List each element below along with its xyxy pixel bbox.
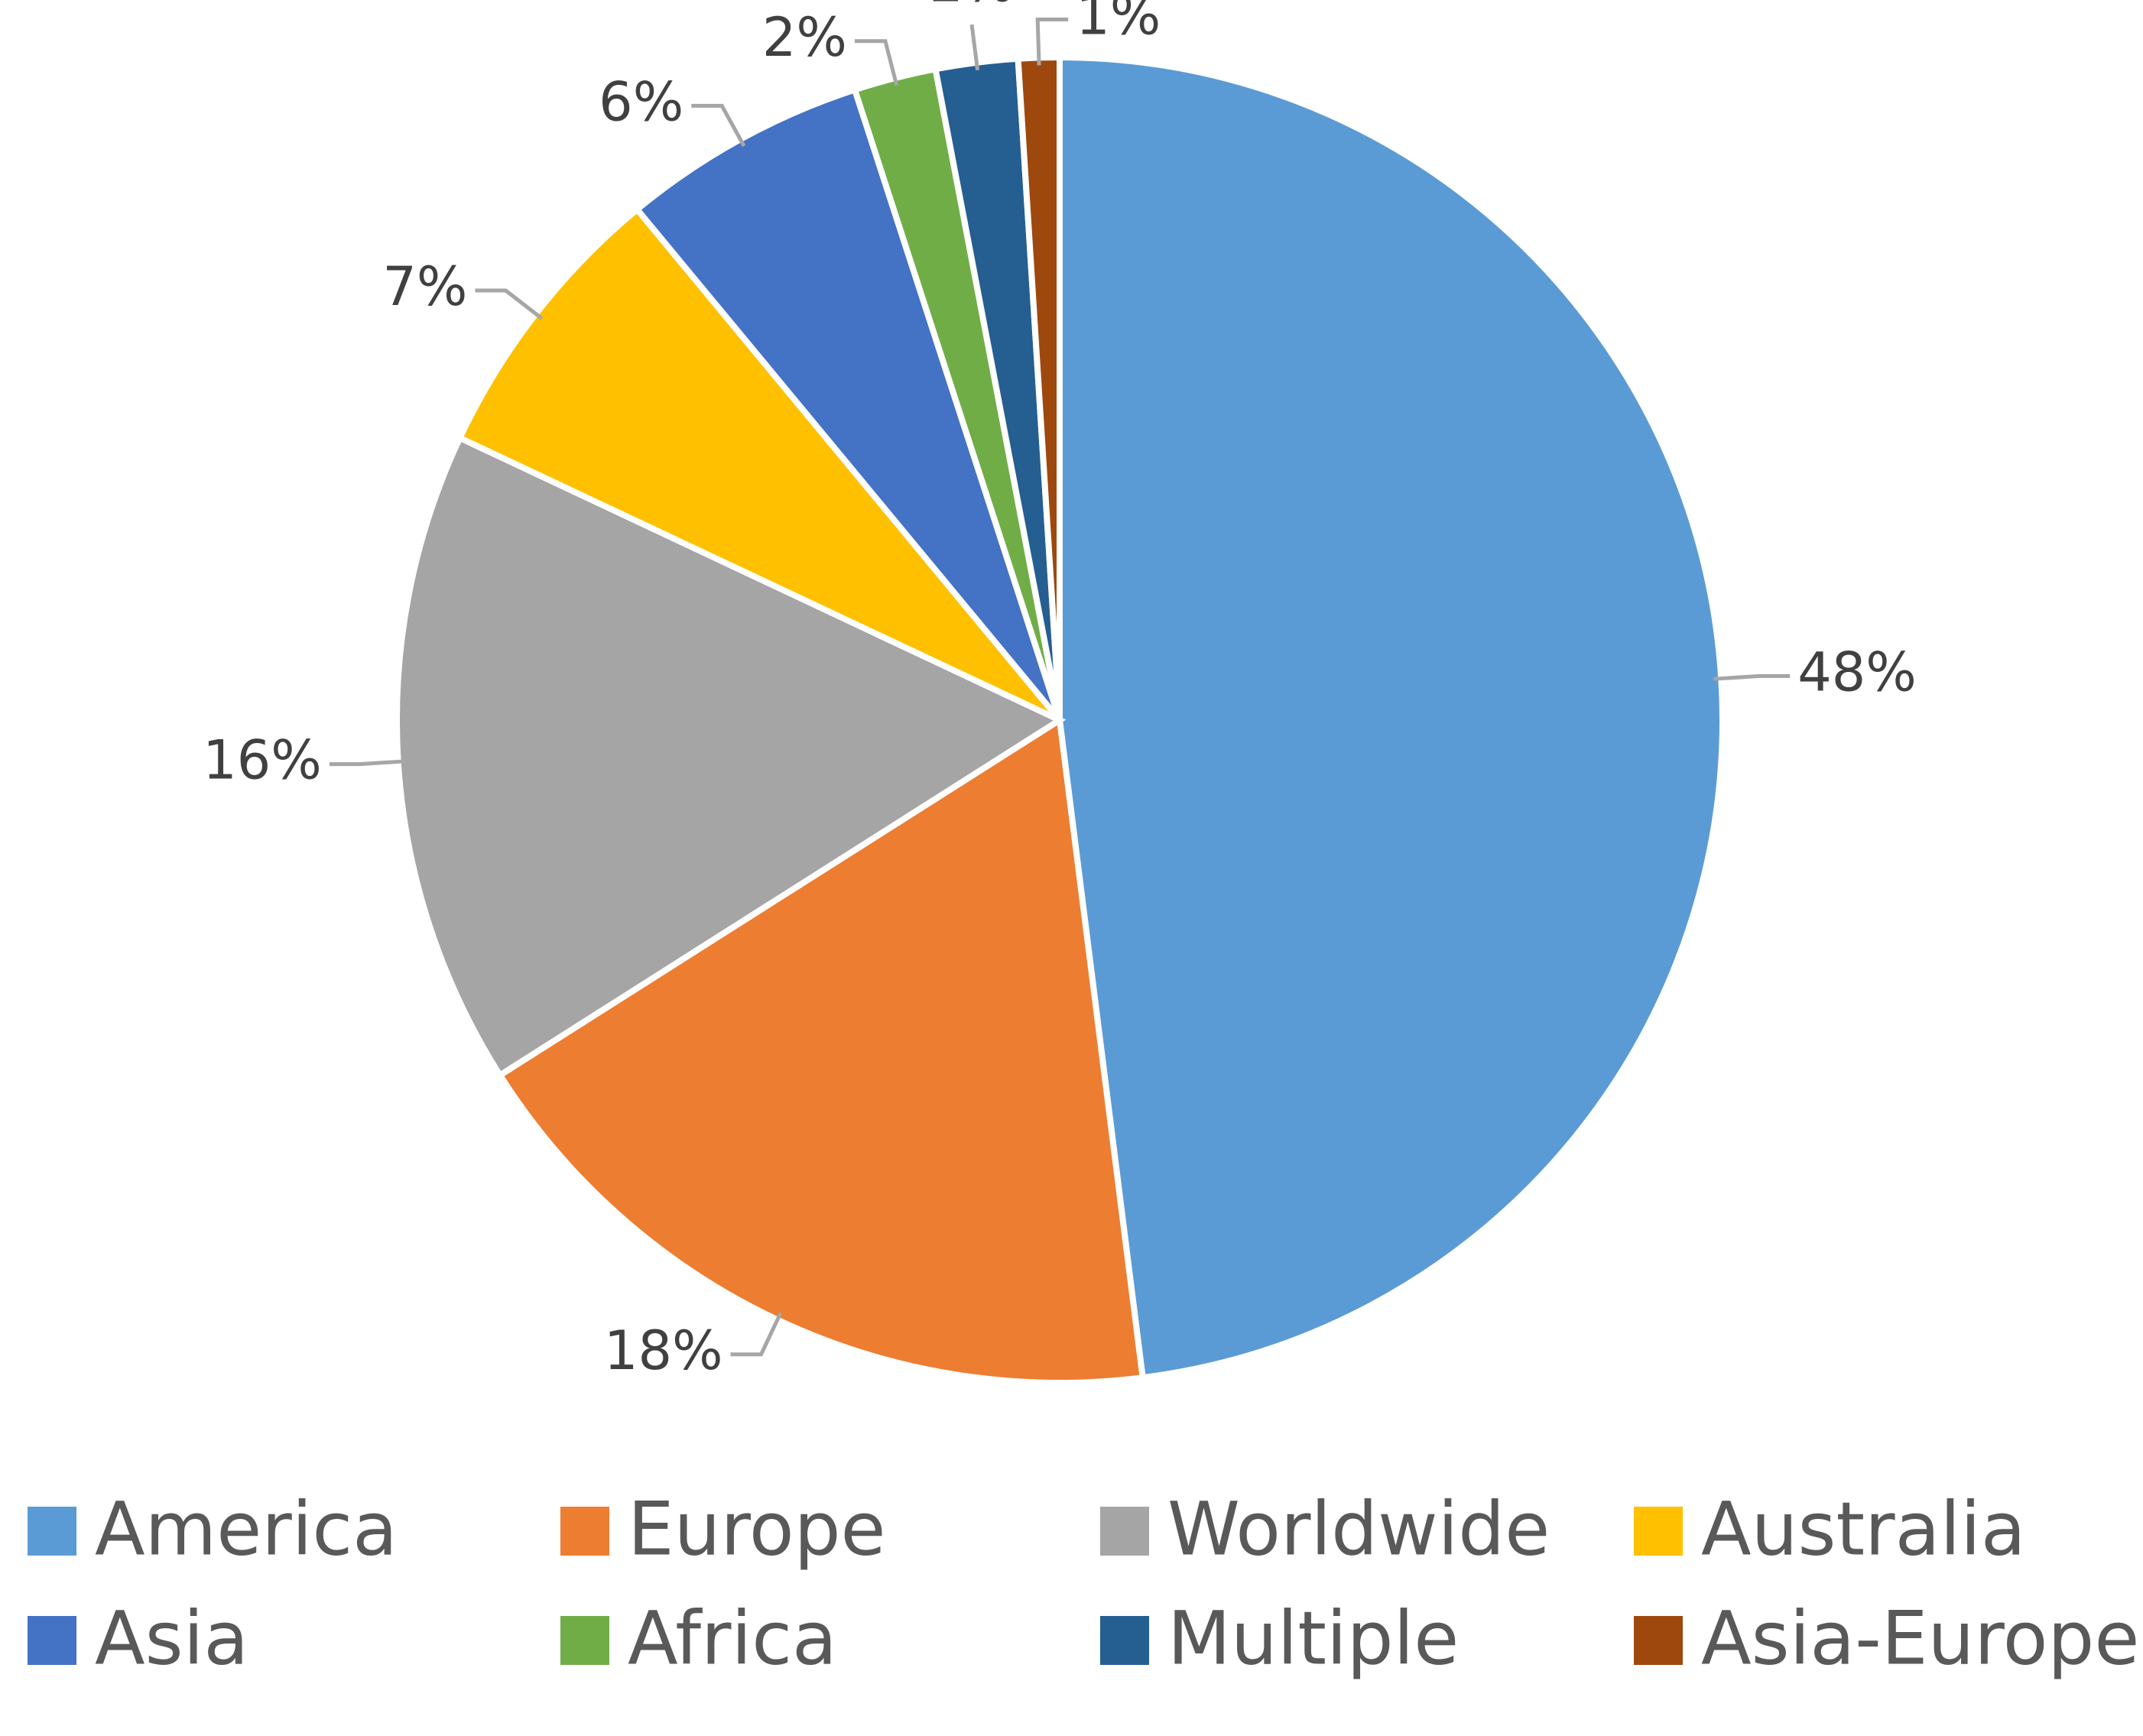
data-label: 48%	[1797, 641, 1917, 703]
leader-line	[1035, 17, 1069, 66]
data-label: 6%	[599, 70, 683, 133]
legend-label: America	[95, 1486, 398, 1572]
legend-swatch	[28, 1507, 76, 1556]
leader-line	[475, 288, 544, 320]
data-label: 16%	[203, 729, 322, 792]
data-label: 18%	[604, 1319, 723, 1382]
legend-label: Multiple	[1167, 1595, 1459, 1681]
data-label: 1%	[1076, 0, 1161, 47]
pie-slice	[1057, 54, 1726, 1381]
legend-swatch	[1100, 1616, 1149, 1665]
legend-swatch	[560, 1616, 609, 1665]
legend-swatch	[560, 1507, 609, 1556]
legend-swatch	[28, 1616, 76, 1665]
legend-swatch	[1634, 1616, 1683, 1665]
leader-line	[969, 24, 980, 71]
leader-line	[691, 103, 746, 148]
leader-line	[1713, 673, 1791, 681]
legend-label: Asia	[95, 1595, 248, 1681]
data-label: 2%	[762, 6, 847, 69]
legend-label: Worldwide	[1167, 1486, 1550, 1572]
data-label: 2%	[930, 0, 1015, 14]
leader-line	[854, 39, 899, 86]
leader-line	[329, 759, 406, 767]
legend-label: Australia	[1701, 1486, 2026, 1572]
legend-swatch	[1100, 1507, 1149, 1556]
data-label: 7%	[382, 255, 467, 318]
legend-label: Africa	[628, 1595, 837, 1681]
legend-swatch	[1634, 1507, 1683, 1556]
legend-label: Europe	[628, 1486, 886, 1572]
legend-label: Asia-Europe	[1701, 1595, 2139, 1681]
leader-line	[730, 1312, 783, 1357]
